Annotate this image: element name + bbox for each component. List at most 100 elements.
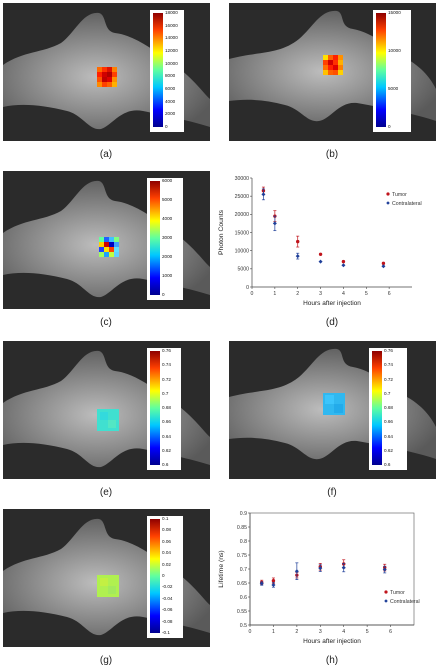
colorbar-tick-label: 0.7 [162,390,169,396]
colorbar-tick-label: 0.64 [162,433,171,439]
panel-label: (b) [325,149,339,160]
colorbar-tick-label: 0.74 [384,362,393,368]
y-tick-label: 0 [246,285,249,291]
colorbar-tick-label: 4000 [165,98,176,104]
fluorescence-image: 6000 5000 4000 3000 2000 1000 0 [3,171,210,309]
colorbar-tick-label: 0.66 [384,419,393,425]
colorbar-tick-label: 0.06 [162,538,171,544]
panel-b: 15000 10000 5000 0 (b) [226,0,438,162]
colorbar-tick-label: 0.1 [162,516,169,521]
colorbar-tick-label: 14000 [165,35,178,41]
image-canvas [3,178,210,300]
legend-label: Tumor [392,192,407,198]
x-tick-label: 4 [342,291,345,297]
colorbar-tick-label: 0.74 [162,362,171,368]
colorbar-tick-label: 10000 [165,60,178,66]
panel-d: 0 5000 10000 15000 20000 25000 30000 0 1 2 3 4 5 6 Hou… [214,168,440,330]
x-axis-label: Hours after injection [303,638,361,645]
tumor-point [341,259,346,264]
colorbar-tick-label: 18000 [165,10,178,15]
chart-svg: 0 5000 10000 15000 20000 25000 30000 0 1 2 3 4 5 6 Hou… [218,176,422,307]
x-tick-label: 6 [389,629,392,635]
roi-heatmap [97,409,119,431]
image-canvas [3,10,210,132]
y-tick-label: 10000 [235,248,250,254]
contralateral-point [272,221,277,226]
colorbar-tick-label: 2000 [165,111,176,117]
contralateral-point [294,569,299,574]
x-tick-label: 0 [249,629,252,635]
x-tick-label: 5 [365,291,368,297]
chart-svg: 0.5 0.55 0.6 0.65 0.7 0.75 0.8 0.85 0.9 0 1 2 3 4 5 6 Ho… [218,511,420,645]
contralateral-point [341,565,346,570]
colorbar-gradient [150,351,160,465]
contralateral-point [318,259,323,264]
y-tick-label: 0.9 [240,511,247,517]
contralateral-point [318,566,323,571]
y-axis-label: Lifetime (ns) [218,550,225,587]
colorbar-tick-label: 0 [165,124,168,129]
y-tick-label: 15000 [235,230,250,236]
y-tick-label: 0.6 [240,595,247,601]
contralateral-point [382,567,387,572]
contralateral-point [341,263,346,268]
panel-e: 0.76 0.74 0.72 0.7 0.68 0.66 0.64 0.62 0.6 (e) [0,338,212,500]
roi-heatmap [97,575,119,597]
panel-label: (h) [325,655,339,666]
colorbar-tick-label: 0.04 [162,550,171,556]
photon-counts-chart: 0 5000 10000 15000 20000 25000 30000 0 1 2 3 4 5 6 Hou… [214,168,440,314]
panel-label: (a) [99,149,113,160]
tumor-point [271,579,276,583]
panel-f: 0.76 0.74 0.72 0.7 0.68 0.66 0.64 0.62 0.6 (f) [226,338,438,500]
contralateral-point [381,264,386,269]
y-axis-label: Photon Counts [218,209,225,255]
colorbar-tick-label: 0.02 [162,561,171,567]
legend-marker [384,599,388,603]
colorbar-tick-label: 0.62 [384,447,393,453]
colorbar-ticks: 6000 5000 4000 3000 2000 1000 0 [162,178,182,297]
colorbar-tick-label: -0.02 [162,584,173,590]
colorbar-tick-label: 0.7 [384,390,391,396]
colorbar-tick-label: -0.04 [162,595,173,601]
legend-label: Contralateral [390,599,420,605]
colorbar-tick-label: 0.68 [384,405,393,410]
panel-label: (e) [99,487,113,498]
x-tick-label: 1 [273,291,276,297]
plot-frame [249,512,415,626]
tumor-point [296,239,300,244]
colorbar-tick-label: 0 [162,292,165,297]
contralateral-point [271,582,276,587]
colorbar-tick-label: 0.76 [162,348,171,353]
contralateral-point [261,192,266,197]
colorbar-tick-label: 0 [162,573,165,578]
colorbar-tick-label: 8000 [165,73,176,79]
colorbar-tick-label: -0.08 [162,618,173,624]
colorbar-tick-label: 0 [388,124,391,129]
image-canvas [3,516,210,638]
colorbar-tick-label: 4000 [162,216,173,221]
panel-label: (d) [325,317,339,328]
roi-heatmap [99,237,119,257]
colorbar-tick-label: 0.6 [384,462,391,467]
colorbar-tick-label: -0.06 [162,607,173,613]
y-tick-label: 0.7 [240,567,247,573]
panel-label: (f) [327,487,337,498]
y-tick-label: 0.55 [237,609,247,615]
colorbar-tick-label: 0.76 [384,348,393,353]
contralateral-point [259,581,264,586]
x-tick-label: 6 [388,291,391,297]
image-canvas [229,348,436,470]
colorbar-ticks: 18000 16000 14000 12000 10000 8000 6000 4000 200… [165,10,185,129]
x-axis-label: Hours after injection [303,300,361,307]
panel-h: 0.5 0.55 0.6 0.65 0.7 0.75 0.8 0.85 0.9 0 1 2 3 4 5 6 Ho… [214,506,440,668]
legend-marker [386,201,390,205]
colorbar-tick-label: 10000 [388,48,401,53]
y-tick-label: 0.85 [237,525,247,531]
image-canvas [229,10,436,132]
colorbar-tick-label: 0.6 [162,462,169,467]
legend-marker [386,192,390,196]
y-tick-label: 0.8 [240,539,247,545]
roi-heatmap [323,393,345,415]
panel-g: 0.1 0.08 0.06 0.04 0.02 0 -0.02 -0.04 -0.06 -0.08… [0,506,212,668]
colorbar-ticks: 0.76 0.74 0.72 0.7 0.68 0.66 0.64 0.62 0.6 [384,348,406,467]
